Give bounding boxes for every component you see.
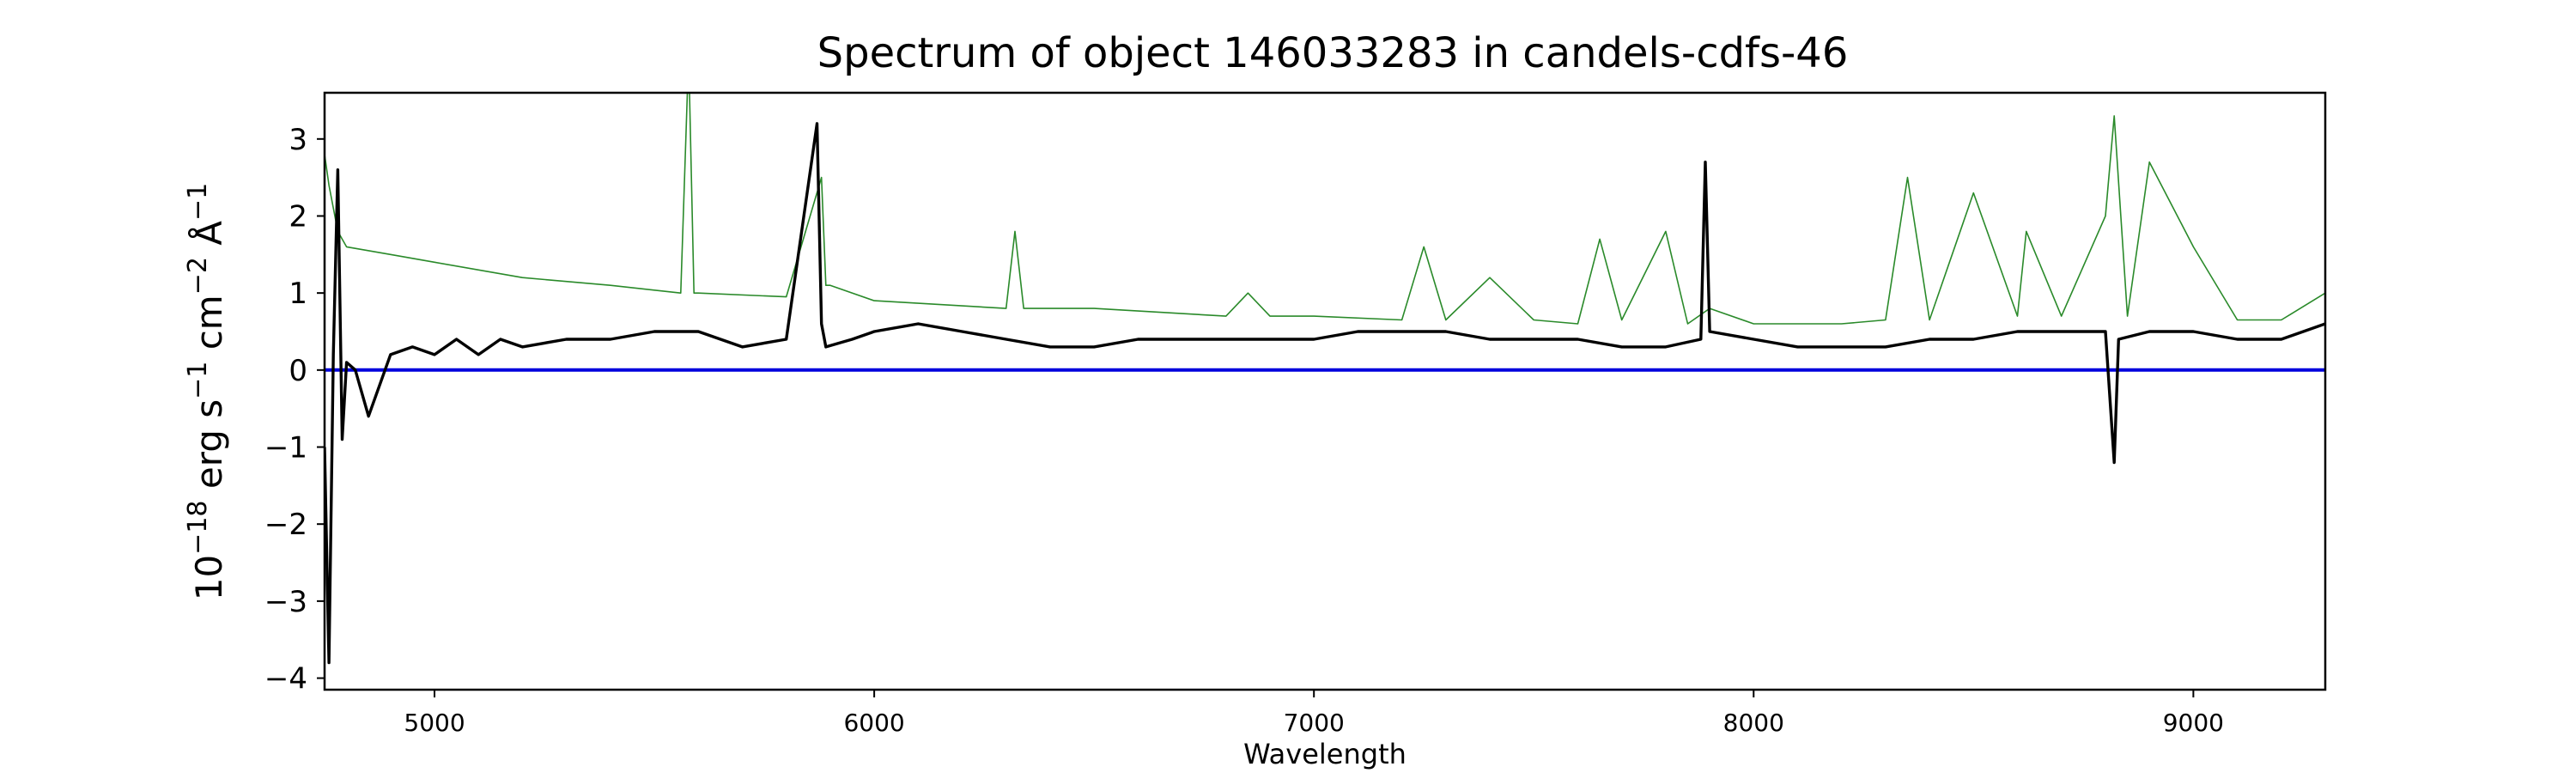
y-label-unit1: erg s xyxy=(188,399,230,501)
x-tick-label: 6000 xyxy=(843,709,904,737)
x-axis-label: Wavelength xyxy=(1243,738,1406,770)
y-label-unit1-exp: −1 xyxy=(183,362,213,399)
y-tick-label: 2 xyxy=(289,199,307,234)
x-tick-label: 9000 xyxy=(2163,709,2224,737)
y-label-unit3-exp: −1 xyxy=(183,183,213,221)
y-label-exp: −18 xyxy=(183,501,213,555)
series-layer xyxy=(325,93,2325,665)
y-label-unit3: Å xyxy=(187,221,230,257)
y-tick-label: 3 xyxy=(289,123,307,157)
plot-frame xyxy=(323,91,2327,691)
flux-series-line xyxy=(325,122,2325,665)
x-tick-label: 8000 xyxy=(1723,709,1784,737)
y-axis-label: 10−18 erg s−1 cm−2 Å−1 xyxy=(183,183,230,601)
y-tick-label: 0 xyxy=(289,354,307,388)
y-label-base: 10 xyxy=(188,555,230,600)
y-label-unit2-exp: −2 xyxy=(183,257,213,295)
x-axis-ticks: 5000 6000 7000 8000 9000 xyxy=(404,690,2224,737)
x-tick-label: 7000 xyxy=(1284,709,1345,737)
y-tick-label: −4 xyxy=(264,662,307,697)
y-tick-label: 1 xyxy=(289,277,307,311)
y-tick-label: −2 xyxy=(264,508,307,542)
model-series-line xyxy=(325,93,2325,325)
y-label-unit2: cm xyxy=(188,295,230,361)
y-tick-label: −3 xyxy=(264,585,307,619)
x-tick-label: 5000 xyxy=(404,709,465,737)
y-tick-label: −1 xyxy=(264,431,307,466)
chart-title: Spectrum of object 146033283 in candels-… xyxy=(817,29,1849,77)
y-axis-ticks: −4 −3 −2 −1 0 1 2 3 xyxy=(264,123,325,697)
